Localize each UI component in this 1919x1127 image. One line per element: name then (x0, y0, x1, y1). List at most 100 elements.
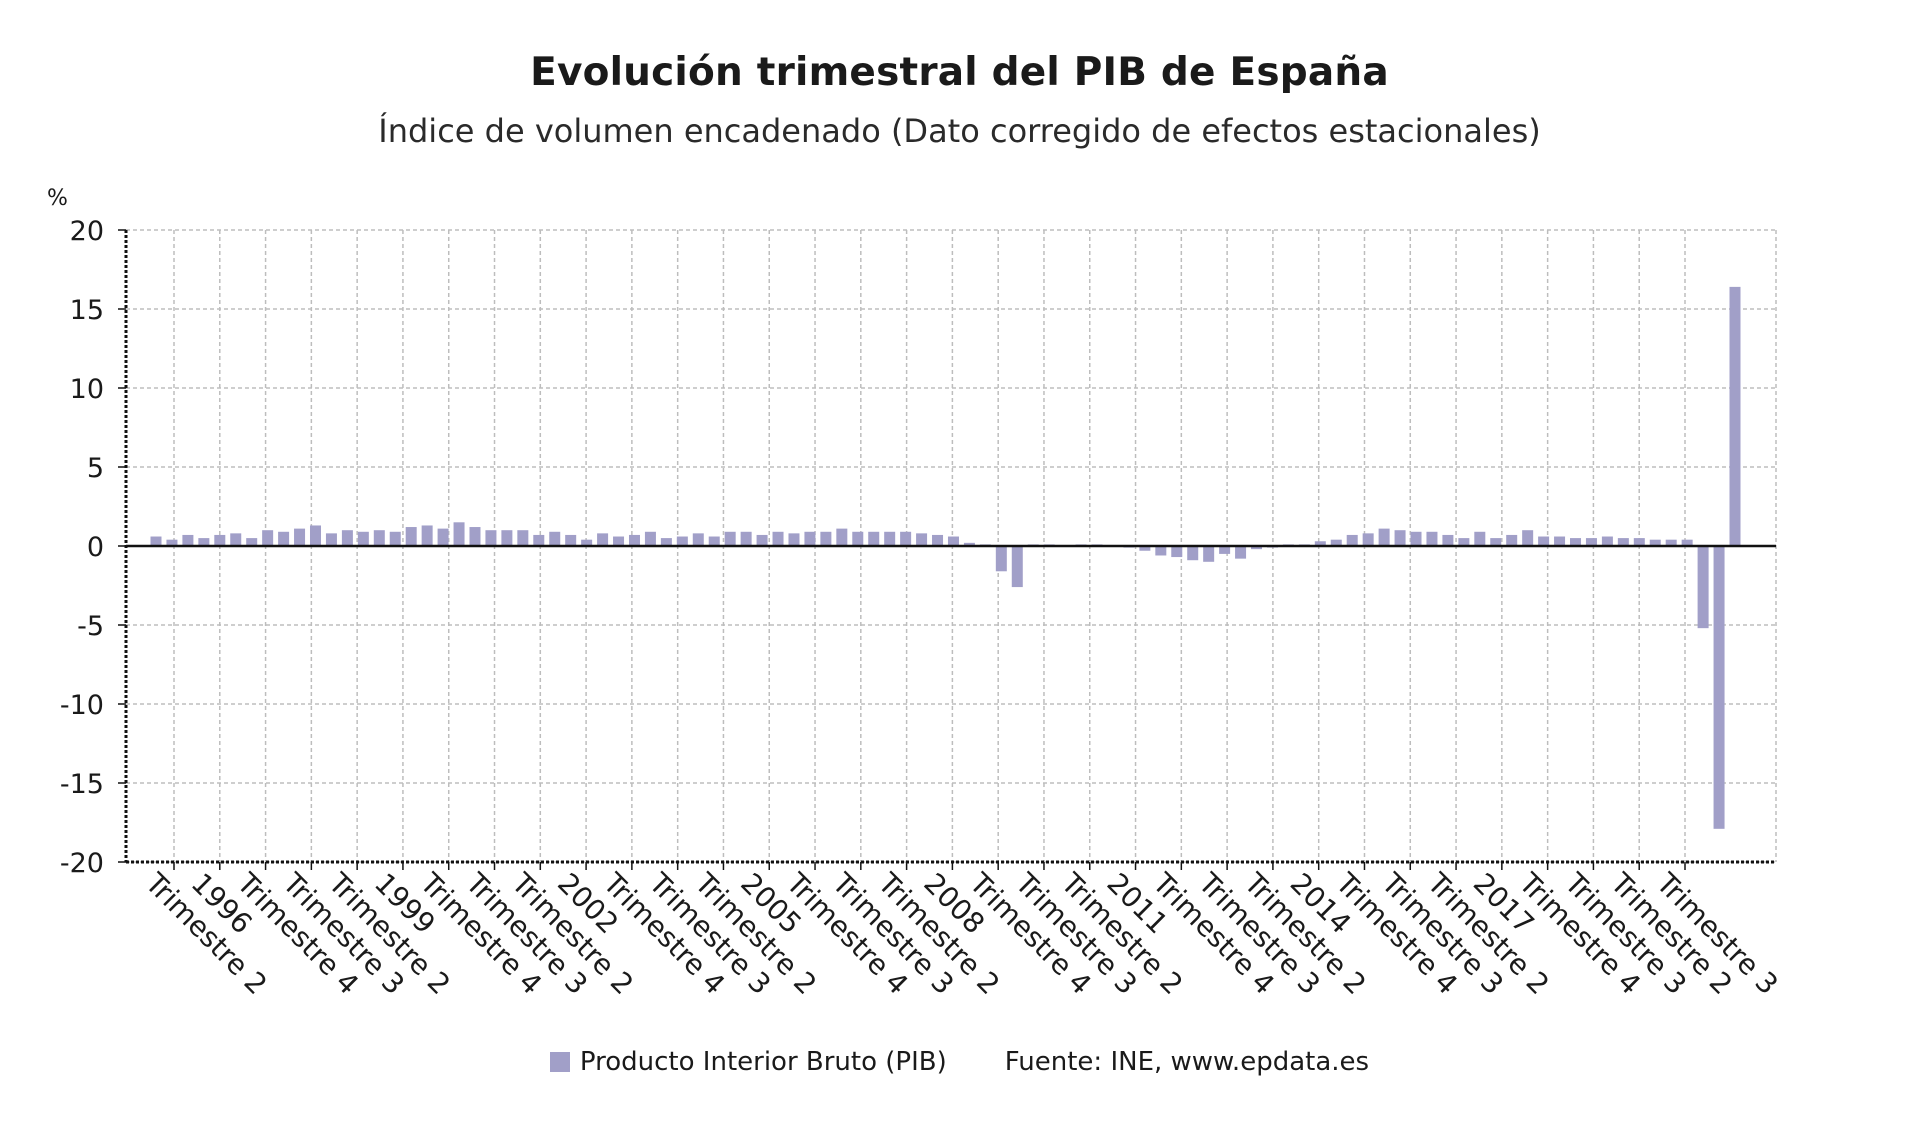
data-bar (692, 533, 704, 546)
data-bar (1426, 531, 1438, 546)
data-bar (995, 546, 1007, 572)
data-bar (262, 530, 274, 546)
data-bar (740, 531, 752, 546)
data-bar (963, 542, 975, 546)
data-bar (820, 531, 832, 546)
data-bar (150, 536, 162, 546)
data-bar (1155, 546, 1167, 556)
data-bar (517, 530, 529, 546)
data-bar (1139, 546, 1151, 551)
data-bar (1649, 539, 1661, 546)
data-bar (549, 531, 561, 546)
data-bar (1681, 539, 1693, 546)
data-bar (325, 533, 337, 546)
data-bar (852, 531, 864, 546)
y-tick-label: 20 (70, 216, 104, 247)
data-bar (1554, 536, 1566, 546)
data-bar (437, 528, 449, 546)
data-bar (1538, 536, 1550, 546)
data-bar (1410, 531, 1422, 546)
data-bar (357, 531, 369, 546)
data-bar (1362, 533, 1374, 546)
data-bar (294, 528, 306, 546)
data-bar (278, 531, 290, 546)
data-bar (1506, 534, 1518, 546)
data-bar (644, 531, 656, 546)
y-tick-label: 5 (87, 453, 104, 484)
data-bar (1219, 546, 1231, 554)
bar-series (150, 286, 1741, 829)
data-bar (836, 528, 848, 546)
data-bar (1330, 539, 1342, 546)
data-bar (756, 534, 768, 546)
data-bar (581, 539, 593, 546)
data-bar (1633, 538, 1645, 546)
axes (118, 229, 1776, 870)
data-bar (788, 533, 800, 546)
data-bar (1697, 546, 1709, 629)
y-tick-label: 0 (87, 532, 104, 563)
y-tick-label: 15 (70, 295, 104, 326)
data-bar (932, 534, 944, 546)
data-bar (565, 534, 577, 546)
legend-label: Producto Interior Bruto (PIB) (579, 1047, 947, 1077)
data-bar (1251, 546, 1263, 550)
data-bar (1617, 538, 1629, 546)
data-bar (1346, 534, 1358, 546)
data-bar (1490, 538, 1502, 546)
data-bar (613, 536, 625, 546)
data-bar (485, 530, 497, 546)
y-tick-label: -5 (77, 611, 104, 642)
data-bar (804, 531, 816, 546)
data-bar (1601, 536, 1613, 546)
data-bar (900, 531, 912, 546)
data-bar (230, 533, 242, 546)
data-bar (708, 536, 720, 546)
data-bar (214, 534, 226, 546)
y-tick-label: -15 (60, 769, 104, 800)
y-tick-label: -10 (60, 690, 104, 721)
data-bar (1665, 539, 1677, 546)
data-bar (597, 533, 609, 546)
data-bar (501, 530, 513, 546)
y-tick-label: -20 (60, 848, 104, 879)
data-bar (916, 533, 928, 546)
data-bar (868, 531, 880, 546)
data-bar (676, 536, 688, 546)
data-bar (469, 527, 481, 546)
y-tick-labels: 20 15 10 5 0 -5 -10 -15 -20 (60, 216, 104, 879)
data-bar (309, 525, 321, 546)
data-bar (1729, 286, 1741, 546)
data-bar (1474, 531, 1486, 546)
data-bar (772, 531, 784, 546)
y-tick-label: 10 (70, 374, 104, 405)
data-bar (1171, 546, 1183, 558)
data-bar (1713, 546, 1725, 829)
data-bar (405, 527, 417, 546)
data-bar (421, 525, 433, 546)
data-bar (1203, 546, 1215, 562)
y-axis-unit-label: % (47, 186, 68, 211)
data-bar (1235, 546, 1247, 559)
data-bar (1011, 546, 1023, 588)
data-bar (1458, 538, 1470, 546)
data-bar (1314, 541, 1326, 546)
data-bar (1394, 530, 1406, 546)
data-bar (198, 538, 210, 546)
legend-swatch (549, 1052, 570, 1072)
data-bar (1187, 546, 1199, 561)
data-bar (1585, 538, 1597, 546)
data-bar (182, 534, 194, 546)
data-bar (1570, 538, 1582, 546)
data-bar (453, 522, 465, 546)
source-note: Fuente: INE, www.epdata.es (1004, 1047, 1370, 1077)
data-bar (373, 530, 385, 546)
data-bar (246, 538, 258, 546)
chart-subtitle: Índice de volumen encadenado (Dato corre… (378, 112, 1541, 150)
data-bar (724, 531, 736, 546)
data-bar (533, 534, 545, 546)
data-bar (389, 531, 401, 546)
data-bar (660, 538, 672, 546)
